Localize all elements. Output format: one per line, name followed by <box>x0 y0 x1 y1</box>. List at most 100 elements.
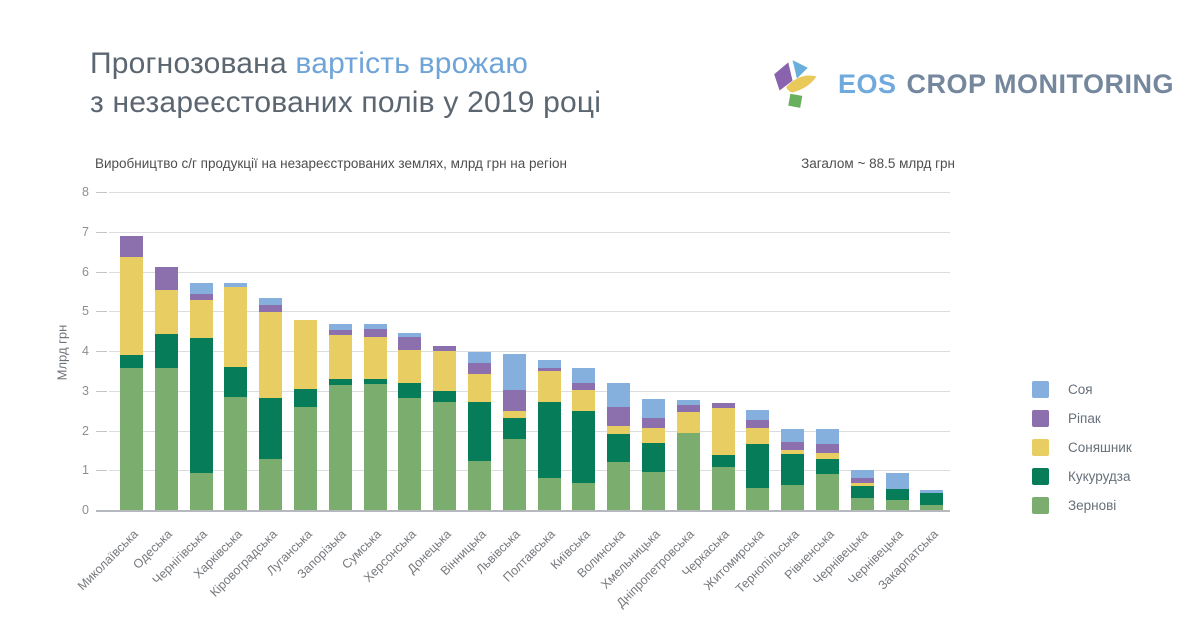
bar-segment-Зернові <box>502 439 526 511</box>
bar-segment-Кукурудза <box>746 443 770 489</box>
x-axis-line <box>96 510 950 512</box>
bar-segment-Соняшник <box>537 371 561 403</box>
bar-segment-Зернові <box>259 459 283 511</box>
bar-Черкаська <box>711 402 735 511</box>
bar-segment-Соняшник <box>746 427 770 444</box>
bar-segment-Зернові <box>154 367 178 511</box>
legend-item-Соя: Соя <box>1032 381 1132 398</box>
bar-segment-Зернові <box>676 432 700 511</box>
y-tick-mark <box>96 192 107 193</box>
logo-crop-label: CROP MONITORING <box>906 68 1175 99</box>
bar-segment-Соя <box>816 429 839 445</box>
bar-Дніпропетровська <box>676 399 700 511</box>
page-title: Прогнозована вартість врожаю з незареєст… <box>90 44 601 122</box>
bar-segment-Соняшник <box>816 452 839 459</box>
bar-Рівненська <box>816 429 839 511</box>
bar-segment-Соя <box>398 332 422 338</box>
bar-segment-Соя <box>363 323 387 330</box>
bar-segment-Кукурудза <box>363 379 387 384</box>
bar-Тернопільська <box>781 429 805 511</box>
legend-label: Соняшник <box>1068 440 1132 455</box>
bar-segment-Соя <box>224 283 248 288</box>
y-tick-label: 0 <box>82 503 89 517</box>
legend-swatch <box>1032 410 1049 427</box>
legend-swatch <box>1032 381 1049 398</box>
bar-segment-Зернові <box>363 383 387 511</box>
chart-total-label: Загалом ~ 88.5 млрд грн <box>801 156 955 171</box>
bar-segment-Ріпак <box>537 367 561 372</box>
legend-item-Зернові: Зернові <box>1032 497 1132 514</box>
bar-segment-Ріпак <box>120 235 143 258</box>
bar-Чернівецька <box>850 469 874 511</box>
bar-segment-Кукурудза <box>885 489 909 500</box>
bar-segment-Соя <box>189 282 213 294</box>
y-tick-label: 6 <box>82 264 89 279</box>
bar-segment-Кукурудза <box>154 334 178 368</box>
y-tick-mark <box>96 470 107 472</box>
bar-Львівська <box>502 354 526 511</box>
bar-segment-Ріпак <box>328 329 352 336</box>
stacked-bar-chart: 0 1 2 3 4 5 6 7 8 Миколаївська Одеська Чернігівська… <box>74 185 950 610</box>
bar-Донецька <box>433 346 457 511</box>
bar-segment-Зернові <box>711 467 735 511</box>
y-tick-mark <box>96 311 107 313</box>
bar-Запорізька <box>328 324 352 511</box>
chart-legend: Соя Ріпак Соняшник Кукурудза Зернові <box>1032 381 1132 514</box>
bar-segment-Зернові <box>433 402 457 511</box>
title-line1-accent: вартість врожаю <box>295 47 529 80</box>
bar-segment-Соняшник <box>781 450 805 455</box>
bar-segment-Ріпак <box>850 478 874 483</box>
bar-segment-Зернові <box>781 485 805 511</box>
y-tick-mark <box>96 231 107 233</box>
bar-segment-Кукурудза <box>328 379 352 385</box>
bar-segment-Зернові <box>224 396 248 511</box>
eos-logo-icon <box>774 60 817 108</box>
legend-label: Зернові <box>1068 498 1117 513</box>
bar-segment-Зернові <box>746 488 770 511</box>
bar-segment-Кукурудза <box>607 433 631 463</box>
y-tick-label: 1 <box>82 463 89 478</box>
bar-segment-Зернові <box>398 397 422 511</box>
bar-segment-Соя <box>850 469 874 479</box>
bar-segment-Кукурудза <box>711 454 735 468</box>
bar-Хмельницька <box>642 398 665 511</box>
legend-label: Ріпак <box>1068 411 1101 426</box>
bar-segment-Соняшник <box>850 482 874 487</box>
bar-segment-Соняшник <box>120 257 143 355</box>
bar-segment-Ріпак <box>572 383 596 390</box>
bar-segment-Зернові <box>120 367 143 511</box>
chart-subtitle: Виробництво с/г продукції на незареєстро… <box>95 156 567 171</box>
gridline <box>109 470 950 472</box>
y-tick-label: 3 <box>82 383 89 398</box>
bar-segment-Зернові <box>642 472 665 511</box>
bar-Вінницька <box>468 352 491 511</box>
bar-segment-Ріпак <box>259 305 283 313</box>
gridline <box>109 271 950 273</box>
bar-segment-Соя <box>468 352 491 363</box>
bar-Сумська <box>363 323 387 511</box>
bar-segment-Соняшник <box>468 373 491 403</box>
gridline <box>109 351 950 352</box>
bar-Чернігівська <box>189 282 213 511</box>
bar-segment-Кукурудза <box>468 402 491 461</box>
bar-Волинська <box>607 383 631 511</box>
bar-segment-Кукурудза <box>259 397 283 460</box>
bar-segment-Соняшник <box>502 411 526 418</box>
legend-item-Ріпак: Ріпак <box>1032 410 1132 427</box>
bar-segment-Соя <box>781 429 805 443</box>
bar-segment-Соняшник <box>711 408 735 455</box>
bar-Кіровоградська <box>259 298 283 511</box>
bar-segment-Зернові <box>537 478 561 511</box>
bar-segment-Кукурудза <box>189 338 213 474</box>
bar-segment-Соя <box>676 399 700 406</box>
bar-segment-Соняшник <box>398 350 422 383</box>
gridline <box>109 311 950 313</box>
bar-Полтавська <box>537 359 561 511</box>
bar-segment-Зернові <box>328 384 352 511</box>
bar-segment-Соя <box>642 398 665 418</box>
eos-logo: EOS CROP MONITORING <box>772 58 1174 110</box>
bar-segment-Кукурудза <box>120 354 143 368</box>
bar-segment-Кукурудза <box>502 418 526 440</box>
bar-Житомирська <box>746 409 770 511</box>
